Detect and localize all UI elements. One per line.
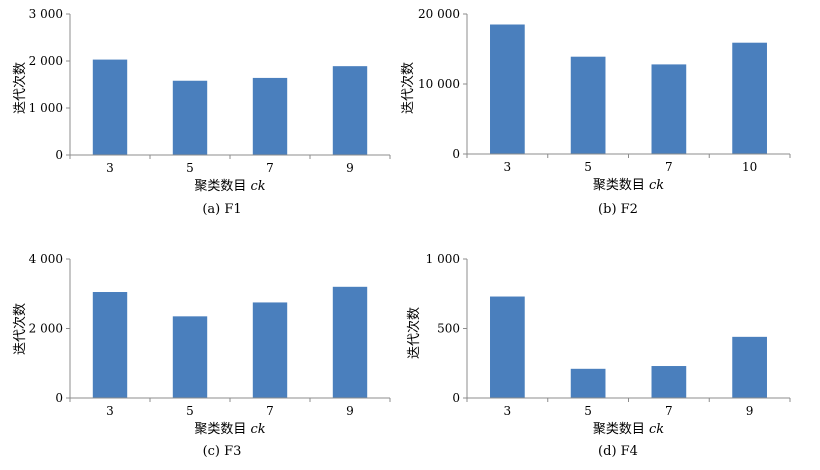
- x-axis-title-text: 聚类数目: [194, 179, 250, 194]
- y-tick-label: 0: [452, 391, 460, 405]
- bar-7: [252, 302, 288, 398]
- y-tick-label: 0: [452, 147, 460, 161]
- chart-caption: (c) F3: [203, 444, 242, 459]
- bar-7: [651, 366, 687, 398]
- x-tick-label: 7: [266, 161, 274, 175]
- bar-7: [651, 64, 687, 154]
- x-axis-title-text: 聚类数目: [593, 422, 649, 437]
- x-tick-label: 3: [504, 404, 512, 418]
- x-axis-title: 聚类数目 ck: [194, 179, 265, 194]
- y-tick-label: 0: [55, 391, 63, 405]
- bar-7: [252, 77, 288, 155]
- bar-5: [172, 80, 208, 155]
- x-tick-label: 9: [346, 161, 354, 175]
- bar-5: [570, 56, 606, 155]
- x-axis-title-text: 聚类数目: [194, 422, 250, 437]
- x-tick-label: 9: [346, 404, 354, 418]
- x-tick-label: 7: [665, 160, 673, 174]
- x-axis-title-variable: ck: [250, 179, 265, 194]
- x-axis-title-variable: ck: [649, 178, 664, 193]
- x-axis-title: 聚类数目 ck: [593, 422, 664, 437]
- x-axis-title-variable: ck: [250, 422, 265, 437]
- y-tick-label: 2 000: [29, 322, 63, 336]
- x-tick-label: 3: [106, 161, 114, 175]
- y-axis-title: 迭代次数: [400, 62, 416, 114]
- bar-9: [332, 286, 368, 398]
- y-tick-label: 0: [55, 148, 63, 162]
- bar-3: [490, 24, 525, 154]
- y-tick-label: 4 000: [29, 252, 63, 266]
- y-axis-title: 迭代次数: [406, 307, 422, 359]
- chart-caption: (d) F4: [598, 444, 638, 459]
- x-tick-label: 9: [746, 404, 754, 418]
- chart-panel-1: 0 1 000 2 000 3 000 3 5 7 9 聚类数目 ck 迭代次数 (a) F1: [12, 7, 391, 217]
- x-tick-label: 7: [266, 404, 274, 418]
- bar-5: [172, 316, 208, 398]
- x-axis-title-variable: ck: [649, 422, 664, 437]
- y-tick-label: 1 000: [426, 252, 460, 266]
- y-tick-label: 500: [437, 322, 460, 336]
- bar-3: [92, 292, 128, 398]
- x-tick-label: 3: [504, 160, 512, 174]
- bar-5: [570, 368, 606, 398]
- x-tick-label: 7: [665, 404, 673, 418]
- bar-9: [732, 336, 767, 398]
- y-tick-label: 2 000: [29, 54, 63, 68]
- x-tick-label: 5: [584, 160, 592, 174]
- x-tick-label: 5: [186, 161, 194, 175]
- x-axis-title: 聚类数目 ck: [194, 422, 265, 437]
- bar-3: [490, 296, 525, 398]
- bar-3: [92, 59, 128, 156]
- chart-panel-3: 0 2 000 4 000 3 5 7 9 聚类数目 ck 迭代次数 (c) F3: [12, 252, 391, 459]
- y-tick-label: 20 000: [418, 7, 460, 21]
- x-tick-label: 10: [742, 160, 757, 174]
- bar-9: [332, 66, 368, 155]
- y-tick-label: 10 000: [418, 77, 460, 91]
- y-axis-title: 迭代次数: [12, 303, 28, 355]
- x-axis-title: 聚类数目 ck: [593, 178, 664, 193]
- bar-10: [732, 42, 767, 155]
- chart-caption: (b) F2: [598, 202, 638, 217]
- y-tick-label: 1 000: [29, 101, 63, 115]
- x-tick-label: 5: [584, 404, 592, 418]
- y-axis-title: 迭代次数: [12, 62, 28, 114]
- y-tick-label: 3 000: [29, 7, 63, 21]
- x-tick-label: 5: [186, 404, 194, 418]
- chart-panel-2: 0 10 000 20 000 3 5 7 10 聚类数目 ck 迭代次数 (b) F2: [400, 7, 791, 217]
- chart-panel-4: 0 500 1 000 3 5 7 9 聚类数目 ck 迭代次数 (d) F4: [406, 252, 791, 459]
- x-tick-label: 3: [106, 404, 114, 418]
- x-axis-title-text: 聚类数目: [593, 178, 649, 193]
- chart-caption: (a) F1: [202, 202, 241, 217]
